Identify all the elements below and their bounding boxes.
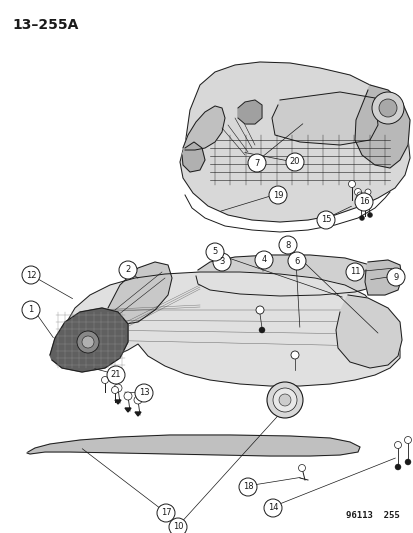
Circle shape [394,464,400,470]
Circle shape [290,351,298,359]
Text: 1: 1 [28,305,33,314]
Polygon shape [271,92,377,145]
Circle shape [268,186,286,204]
Text: 14: 14 [267,504,278,513]
Circle shape [298,464,305,472]
Circle shape [378,99,396,117]
Circle shape [404,437,411,443]
Polygon shape [182,142,204,172]
Circle shape [111,386,118,393]
Circle shape [367,213,372,217]
Circle shape [22,301,40,319]
Text: 21: 21 [111,370,121,379]
Circle shape [134,396,142,404]
Polygon shape [27,435,359,456]
Circle shape [254,251,272,269]
Polygon shape [58,272,399,386]
Text: 12: 12 [26,271,36,279]
Polygon shape [364,260,401,295]
Circle shape [394,441,401,448]
Circle shape [386,268,404,286]
Circle shape [348,181,355,188]
Circle shape [266,382,302,418]
Text: 2: 2 [125,265,131,274]
Circle shape [107,366,125,384]
Polygon shape [115,400,121,404]
Circle shape [364,189,370,195]
Text: 7: 7 [254,158,259,167]
Circle shape [119,261,137,279]
Circle shape [404,459,410,465]
Text: 15: 15 [320,215,330,224]
Text: 13–255A: 13–255A [12,18,78,32]
Circle shape [212,253,230,271]
Text: 6: 6 [294,256,299,265]
Text: 9: 9 [392,272,398,281]
Circle shape [278,394,290,406]
Circle shape [287,252,305,270]
Polygon shape [180,62,409,222]
Polygon shape [195,255,382,296]
Circle shape [263,499,281,517]
Polygon shape [50,308,128,372]
Circle shape [101,376,108,384]
Circle shape [278,236,296,254]
Circle shape [356,192,362,198]
Circle shape [114,384,122,392]
Circle shape [345,263,363,281]
Circle shape [272,388,296,412]
Text: 19: 19 [272,190,282,199]
Text: 11: 11 [349,268,359,277]
Circle shape [124,392,132,400]
Text: 8: 8 [285,240,290,249]
Text: 17: 17 [160,508,171,518]
Polygon shape [237,100,261,124]
Circle shape [206,243,223,261]
Circle shape [77,331,99,353]
Text: 20: 20 [289,157,299,166]
Circle shape [255,306,263,314]
Text: 18: 18 [242,482,253,491]
Circle shape [361,197,368,204]
Polygon shape [354,85,409,168]
Circle shape [82,336,94,348]
Circle shape [157,504,175,522]
Text: 96113  255: 96113 255 [345,511,399,520]
Circle shape [22,266,40,284]
Polygon shape [125,408,131,412]
Polygon shape [108,262,171,325]
Polygon shape [183,106,224,150]
Circle shape [169,518,187,533]
Text: 5: 5 [212,247,217,256]
Circle shape [354,193,372,211]
Circle shape [285,153,303,171]
Circle shape [358,215,363,221]
Circle shape [316,211,334,229]
Circle shape [238,478,256,496]
Circle shape [354,189,361,196]
Circle shape [135,384,153,402]
Circle shape [259,327,264,333]
Circle shape [371,92,403,124]
Polygon shape [135,412,141,416]
Circle shape [247,154,266,172]
Polygon shape [335,295,401,368]
Text: 16: 16 [358,198,368,206]
Text: 3: 3 [219,257,224,266]
Text: 10: 10 [172,522,183,531]
Text: 4: 4 [261,255,266,264]
Text: 13: 13 [138,389,149,398]
